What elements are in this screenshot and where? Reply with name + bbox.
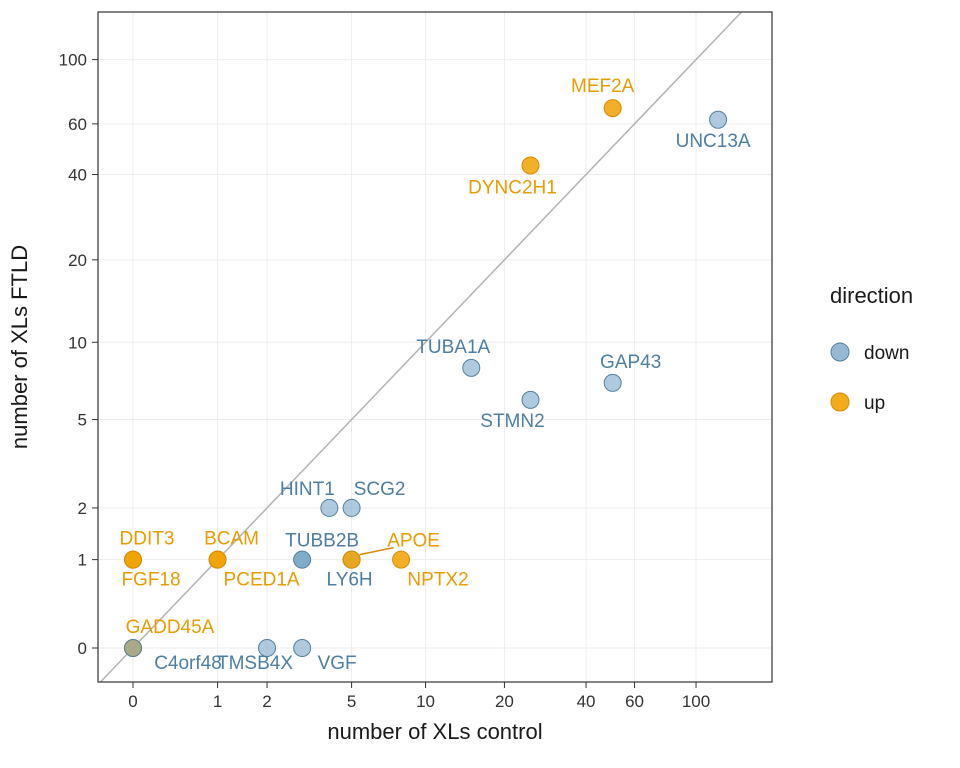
y-tick-label: 20 — [68, 251, 87, 270]
data-points — [124, 99, 728, 657]
y-tick-label: 1 — [78, 551, 87, 570]
label-tubb2b: TUBB2B — [285, 531, 359, 552]
label-nptx2: NPTX2 — [407, 570, 468, 591]
label-ly6h: LY6H — [327, 570, 373, 591]
label-pced1a: PCED1A — [224, 570, 300, 591]
y-tick-label: 0 — [78, 639, 87, 658]
point-tuba1a — [462, 358, 481, 377]
point-tmsb4x — [258, 639, 277, 657]
axis-ticks: 0 1 2 5 10 20 40 60 100 0 1 2 5 10 20 40 60 100 — [59, 51, 711, 711]
label-apoe: APOE — [387, 531, 440, 552]
label-gap43: GAP43 — [600, 352, 661, 373]
legend-label-down: down — [864, 343, 909, 364]
legend: direction down up — [830, 283, 913, 414]
y-tick-label: 60 — [68, 115, 87, 134]
legend-swatch-down — [830, 342, 850, 362]
x-tick-label: 0 — [128, 692, 137, 711]
label-fgf18: FGF18 — [121, 570, 180, 591]
point-nptx2 — [392, 550, 411, 569]
label-stmn2: STMN2 — [480, 411, 544, 432]
label-hint1: HINT1 — [280, 479, 335, 500]
point-tubb2b — [293, 550, 312, 569]
point-unc13a — [709, 110, 728, 129]
label-vgf: VGF — [318, 653, 357, 674]
point-gap43 — [603, 373, 622, 392]
x-tick-label: 1 — [213, 692, 222, 711]
y-tick-label: 2 — [78, 499, 87, 518]
label-c4orf48: C4orf48 — [154, 653, 222, 674]
label-dync2h1: DYNC2H1 — [468, 178, 557, 199]
point-fgf18 — [124, 550, 142, 569]
identity-line — [99, 11, 743, 683]
panel-border — [97, 11, 773, 683]
point-c4orf48 — [124, 639, 142, 657]
point-pced1a — [208, 550, 227, 569]
x-tick-label: 60 — [625, 692, 644, 711]
y-tick-label: 100 — [59, 51, 87, 70]
legend-label-up: up — [864, 393, 885, 414]
identity-line — [99, 11, 743, 683]
point-scg2 — [342, 498, 361, 517]
label-tmsb4x: TMSB4X — [217, 653, 293, 674]
label-mef2a: MEF2A — [571, 76, 635, 97]
point-vgf — [293, 639, 312, 657]
label-leader-apoe — [359, 546, 394, 556]
x-tick-label: 40 — [577, 692, 596, 711]
label-scg2: SCG2 — [354, 479, 406, 500]
point-dync2h1 — [521, 156, 540, 175]
x-tick-label: 2 — [262, 692, 271, 711]
x-tick-label: 100 — [682, 692, 710, 711]
x-tick-label: 20 — [495, 692, 514, 711]
point-apoe — [342, 550, 361, 569]
legend-title: direction — [830, 283, 913, 308]
x-tick-label: 5 — [347, 692, 356, 711]
legend-swatch-up — [830, 392, 850, 412]
point-hint1 — [320, 498, 339, 517]
label-ddit3: DDIT3 — [120, 529, 175, 550]
y-axis-title: number of XLs FTLD — [7, 245, 32, 449]
x-axis-title: number of XLs control — [327, 719, 542, 744]
label-gadd45a: GADD45A — [126, 617, 215, 638]
y-tick-label: 5 — [78, 411, 87, 430]
label-unc13a: UNC13A — [676, 131, 751, 152]
point-mef2a — [603, 99, 622, 118]
label-tuba1a: TUBA1A — [416, 337, 490, 358]
label-bcam: BCAM — [204, 529, 259, 550]
y-tick-label: 10 — [68, 333, 87, 352]
y-tick-label: 40 — [68, 166, 87, 185]
point-stmn2 — [521, 390, 540, 409]
x-tick-label: 10 — [416, 692, 435, 711]
